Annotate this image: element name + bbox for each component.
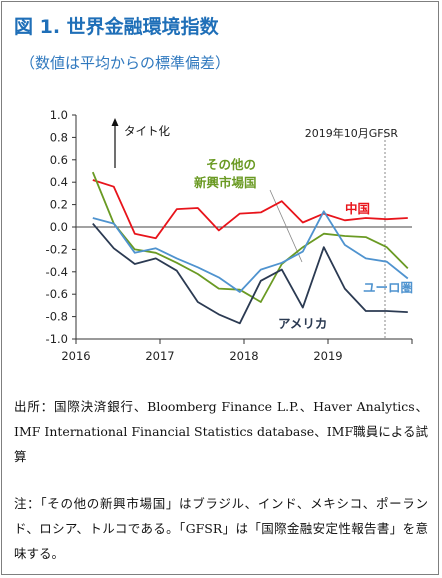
x-tick-label: 2016 [61,349,90,363]
label-other-em-line2: 新興市場国 [194,175,257,190]
other-em-leader-line [269,189,303,263]
x-tick-label: 2017 [145,349,174,363]
y-tick-label: -0.8 [46,310,68,324]
y-tick-label: 0.6 [50,153,68,167]
y-tick-label: -0.6 [46,287,68,301]
series-lines [91,171,409,325]
label-euro-area: ユーロ圏 [363,280,413,295]
x-tick-label: 2019 [313,349,342,363]
series-line-3 [92,223,408,325]
series-line-0 [92,179,408,240]
y-tick-label: -1.0 [46,332,68,346]
y-tick-label: -0.4 [46,265,68,279]
series-line-2 [92,210,409,293]
label-china: 中国 [345,201,370,216]
y-tick-label: 0.4 [50,175,68,189]
source-note: 出所：国際決済銀行、Bloomberg Finance L.P.、Haver A… [14,399,428,464]
label-other-em-line1: その他の [206,157,256,172]
y-tick-label: -0.2 [46,242,68,256]
axes: 1.0 0.8 0.6 0.4 0.2 0.0 -0.2 -0.4 -0.6 -0.8 -1.0 20… [46,108,413,363]
x-tick-label: 2018 [229,349,258,363]
figure-title: 図 1. 世界金融環境指数 [14,16,219,38]
figure-subtitle: （数値は平均からの標準偏差） [20,54,231,72]
y-tick-label: 1.0 [50,108,68,122]
y-tick-label: 0.0 [50,220,68,234]
gfsr-edition-label: 2019年10月GFSR [305,126,399,140]
line-chart: 1.0 0.8 0.6 0.4 0.2 0.0 -0.2 -0.4 -0.6 -0.8 -1.0 20… [46,108,413,363]
tightening-arrowhead [111,118,119,126]
series-line-1 [91,171,409,303]
y-tick-label: 0.8 [50,130,68,144]
y-tick-label: 0.2 [50,198,68,212]
label-united-states: アメリカ [278,316,327,331]
tightening-label: タイト化 [124,124,170,138]
remark-note: 注：「その他の新興市場国」はブラジル、インド、メキシコ、ポーランド、ロシア、トル… [14,496,428,561]
